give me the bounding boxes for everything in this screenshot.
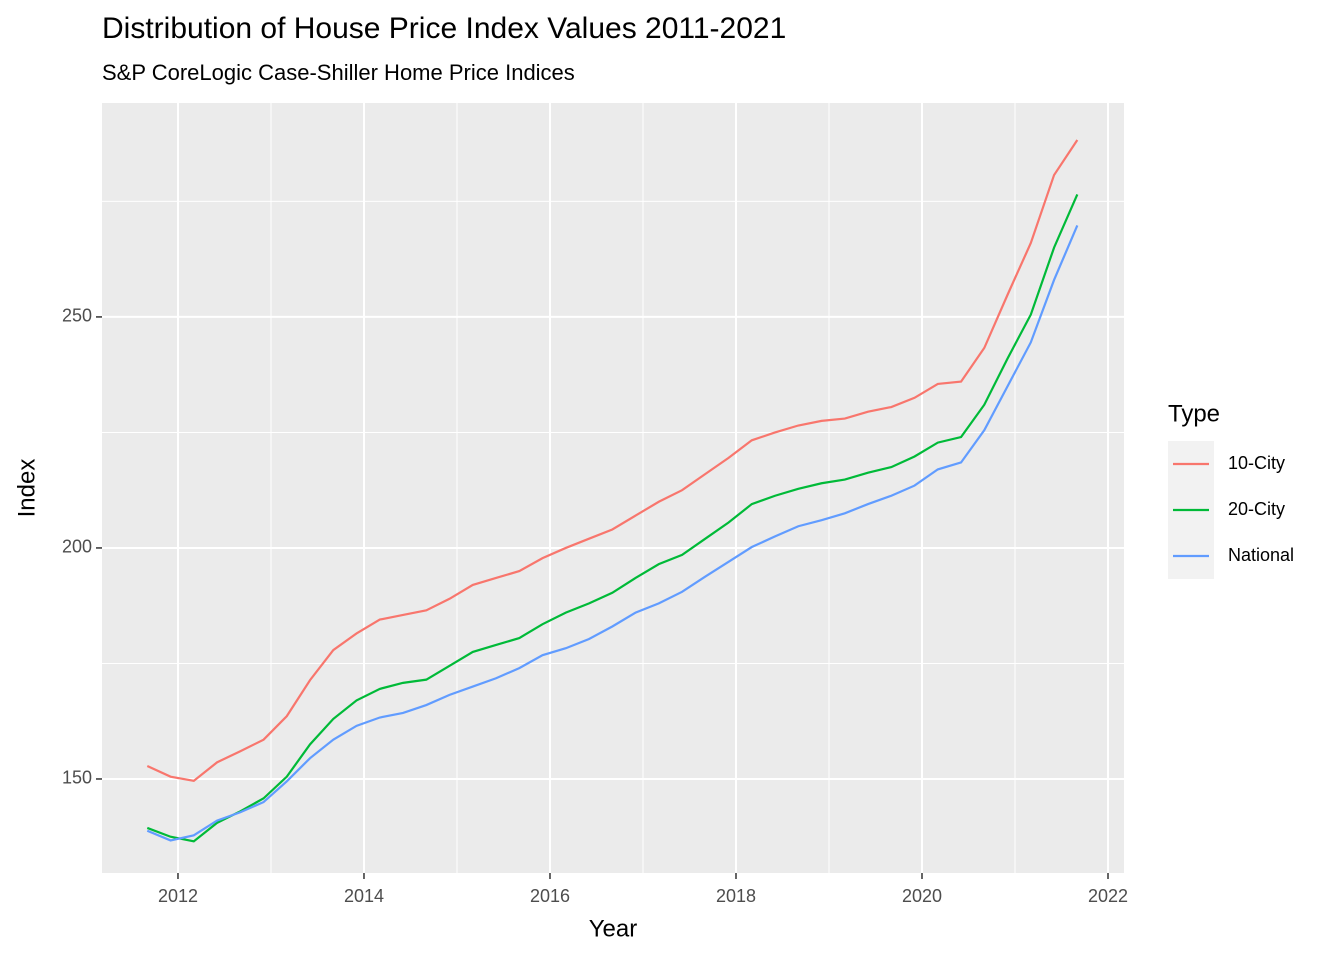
y-tick-label: 250: [62, 306, 92, 326]
x-tick-label: 2022: [1088, 886, 1128, 906]
x-tick-label: 2012: [158, 886, 198, 906]
legend-title: Type: [1168, 400, 1220, 427]
y-tick-label: 150: [62, 768, 92, 788]
chart-subtitle: S&P CoreLogic Case-Shiller Home Price In…: [102, 60, 575, 85]
x-tick-label: 2018: [716, 886, 756, 906]
line-series: [146, 194, 1079, 843]
y-tick-label: 200: [62, 537, 92, 557]
chart-title: Distribution of House Price Index Values…: [102, 12, 786, 45]
legend-label: National: [1228, 545, 1294, 565]
x-tick-label: 2014: [344, 886, 384, 906]
legend-label: 20-City: [1228, 499, 1285, 519]
line-series: [146, 139, 1079, 782]
x-axis-title: Year: [589, 915, 638, 942]
x-tick-label: 2016: [530, 886, 570, 906]
plot-panel: [102, 103, 1124, 873]
y-axis-title: Index: [13, 459, 40, 518]
line-series: [146, 225, 1079, 842]
legend-label: 10-City: [1228, 453, 1285, 473]
x-tick-label: 2020: [902, 886, 942, 906]
